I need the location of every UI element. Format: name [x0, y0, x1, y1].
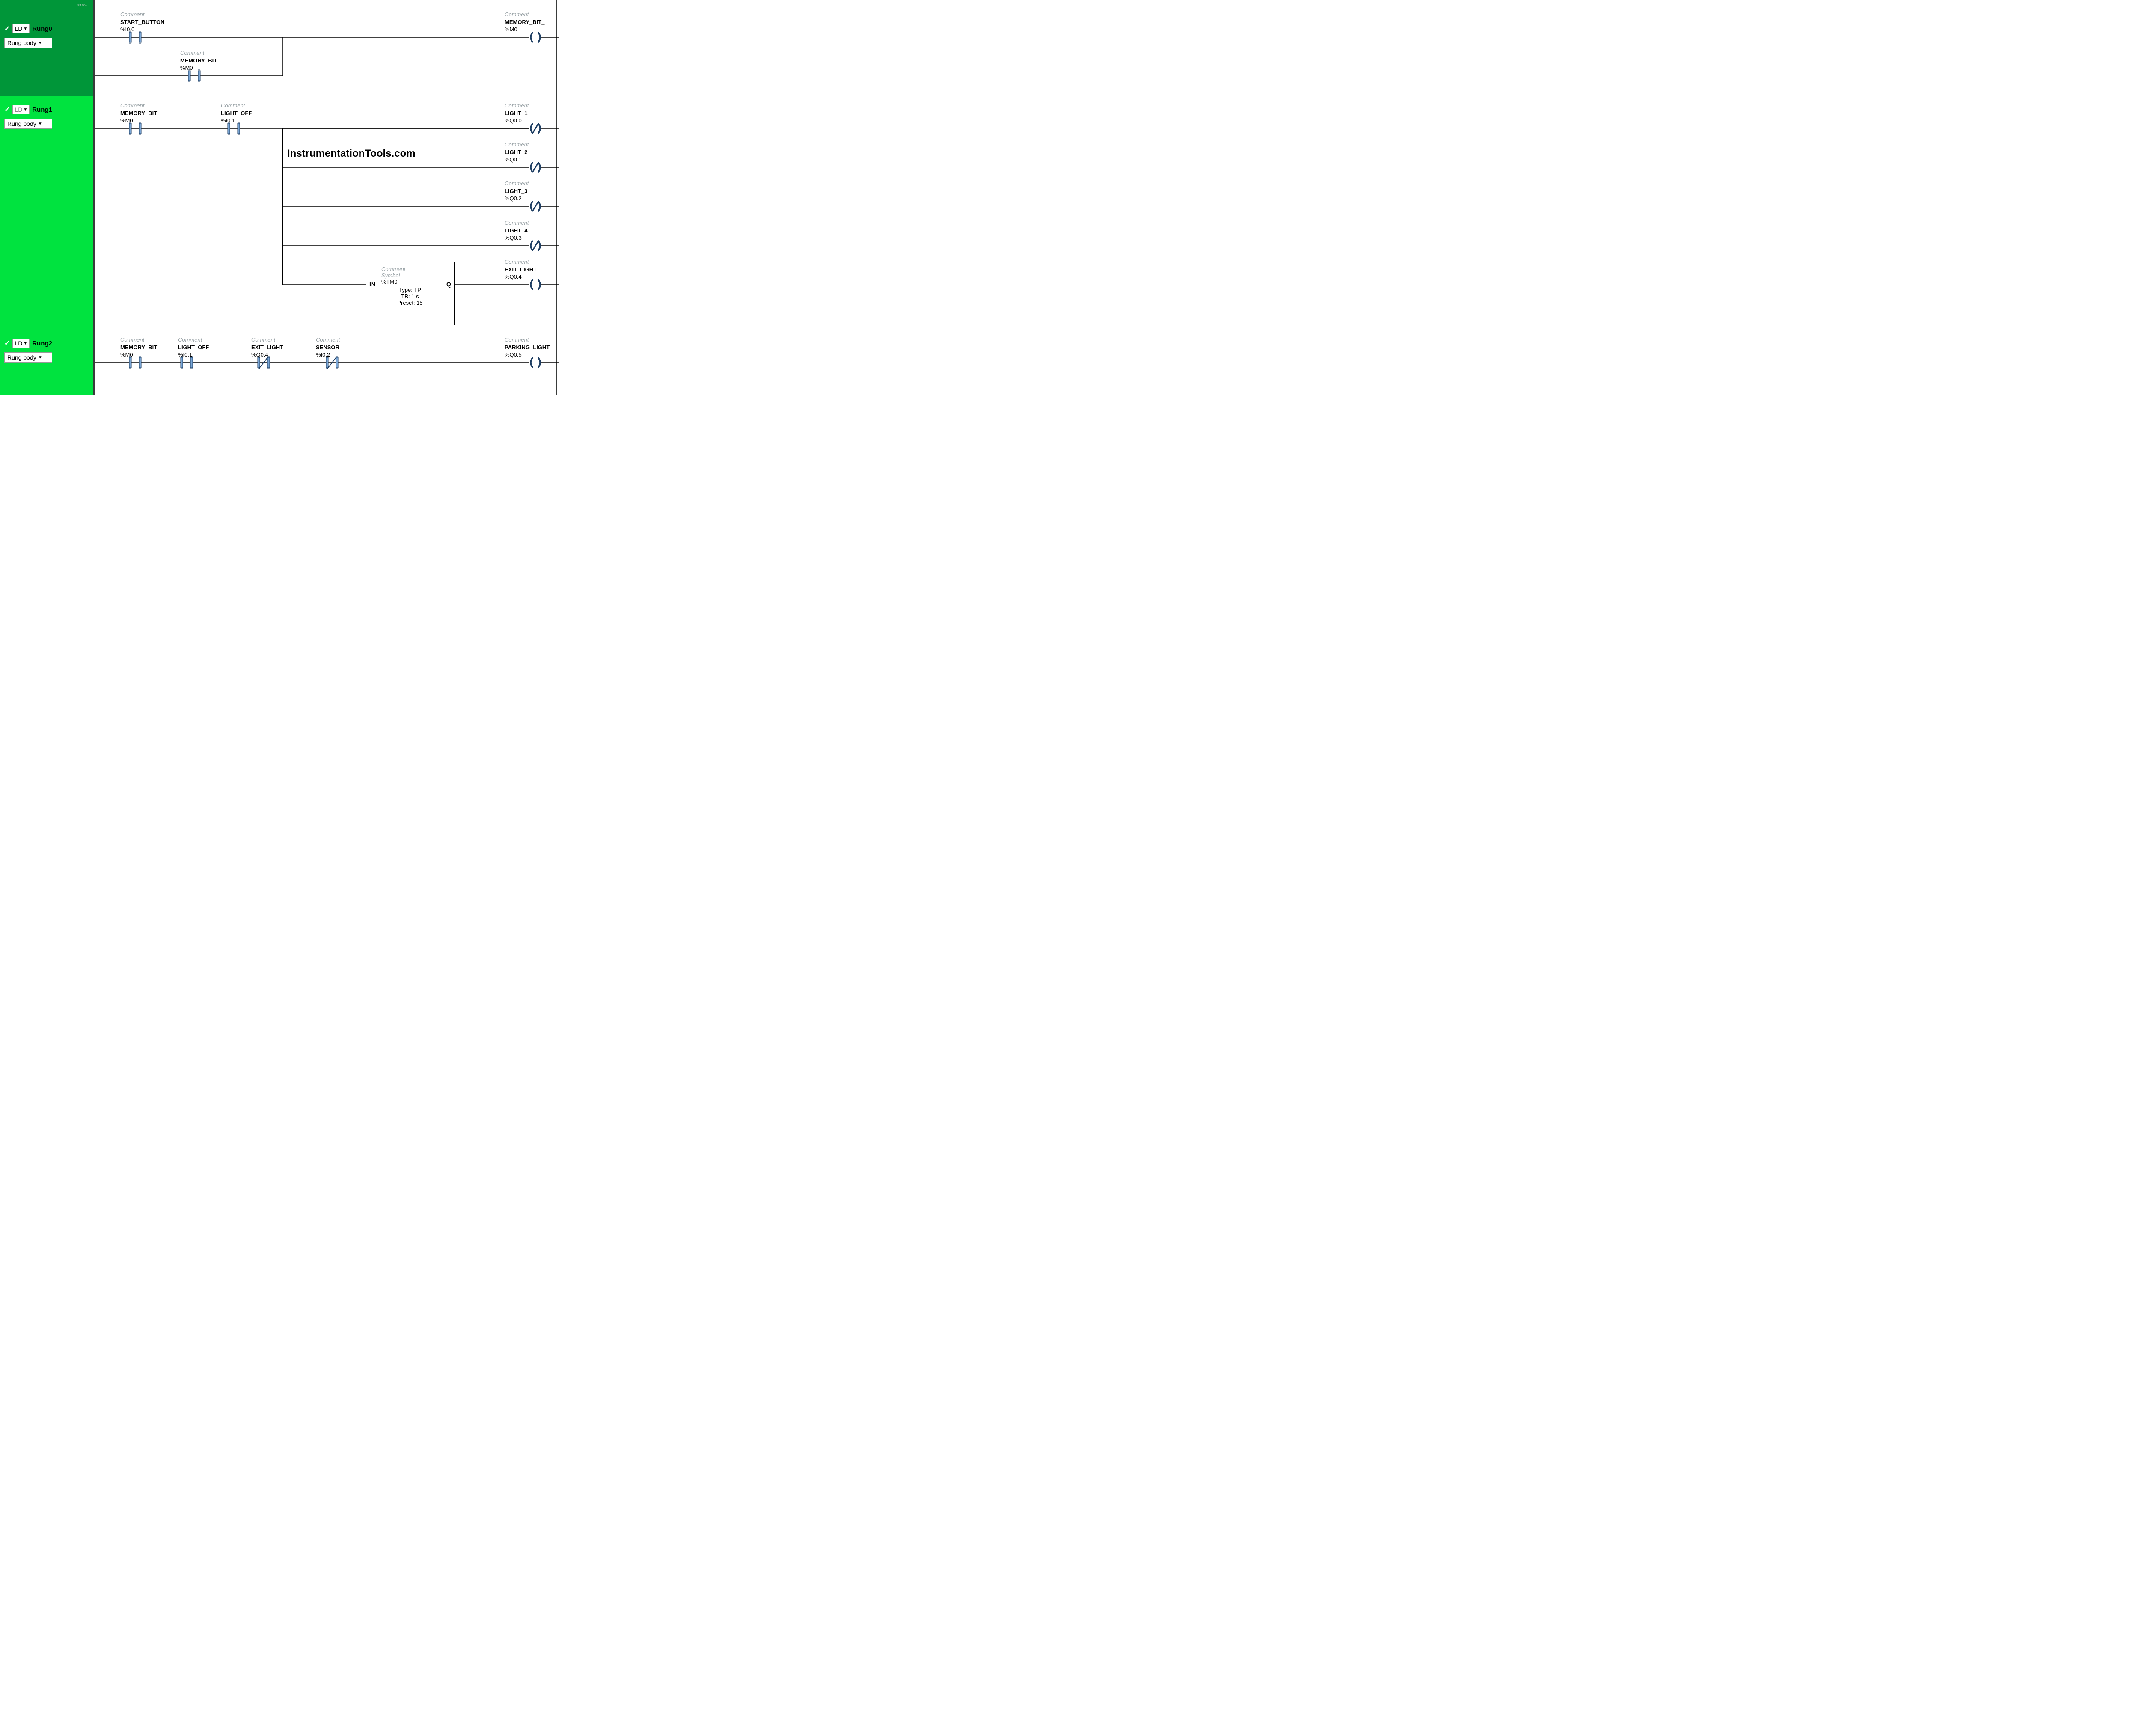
rung-body-select[interactable]: Rung body ▼ [4, 119, 52, 129]
ld-type-select[interactable]: LD ▼ [12, 24, 30, 33]
timer-block[interactable]: IN Q Comment Symbol %TM0 Type: TP TB: 1 … [366, 262, 455, 325]
ld-type-select[interactable]: LD ▼ [12, 105, 30, 114]
chevron-down-icon: ▼ [23, 341, 27, 346]
rung-body-select[interactable]: Rung body ▼ [4, 38, 52, 48]
rung-name: Rung0 [32, 25, 52, 33]
check-icon: ✓ [4, 105, 10, 114]
contact-label: CommentMEMORY_BIT_%M0 [120, 102, 160, 125]
timer-out-pin: Q [446, 281, 451, 288]
rung-name: Rung1 [32, 106, 52, 113]
rung-header-rung0[interactable]: ✓ LD ▼ Rung0 Rung body ▼ [0, 0, 93, 96]
timer-row: Preset: 15 [366, 300, 454, 306]
ld-type-label: LD [15, 106, 22, 113]
timer-address: %TM0 [381, 279, 449, 285]
contact-label: CommentMEMORY_BIT_%M0 [180, 49, 220, 72]
ld-type-select[interactable]: LD ▼ [12, 339, 30, 348]
rung-body-label: Rung body [7, 39, 36, 46]
coil-label: CommentLIGHT_1%Q0.0 [505, 102, 529, 125]
ld-type-label: LD [15, 340, 22, 347]
check-icon: ✓ [4, 339, 10, 348]
sidebar: test hide ✓ LD ▼ Rung0 Rung body ▼ ✓ LD … [0, 0, 93, 395]
contact-label: CommentSENSOR%I0.2 [316, 336, 340, 359]
coil-label: CommentMEMORY_BIT_%M0 [505, 11, 544, 33]
coil-label: CommentLIGHT_4%Q0.3 [505, 219, 529, 242]
ld-type-label: LD [15, 25, 22, 32]
ladder-canvas: InstrumentationTools.com IN Q Comment Sy… [93, 0, 557, 395]
rung-header-rung2[interactable]: ✓ LD ▼ Rung2 Rung body ▼ [0, 330, 93, 395]
chevron-down-icon: ▼ [23, 107, 27, 112]
contact-label: CommentLIGHT_OFF%I0.1 [221, 102, 252, 125]
check-icon: ✓ [4, 24, 10, 33]
timer-symbol: Symbol [381, 272, 449, 279]
rung-body-select[interactable]: Rung body ▼ [4, 352, 52, 363]
timer-row: Type: TP [366, 287, 454, 293]
contact-label: CommentLIGHT_OFF%I0.1 [178, 336, 209, 359]
chevron-down-icon: ▼ [38, 122, 42, 126]
timer-in-pin: IN [369, 281, 375, 288]
coil-label: CommentLIGHT_2%Q0.1 [505, 141, 529, 163]
chevron-down-icon: ▼ [23, 27, 27, 31]
timer-comment: Comment [381, 266, 449, 272]
coil-label: CommentEXIT_LIGHT%Q0.4 [505, 258, 537, 281]
contact-label: CommentEXIT_LIGHT%Q0.4 [251, 336, 283, 359]
chevron-down-icon: ▼ [38, 355, 42, 360]
rung-name: Rung2 [32, 340, 52, 347]
rung-body-label: Rung body [7, 354, 36, 361]
watermark-text: InstrumentationTools.com [287, 148, 416, 160]
rung-body-label: Rung body [7, 120, 36, 127]
coil-label: CommentLIGHT_3%Q0.2 [505, 180, 529, 202]
timer-row: TB: 1 s [366, 293, 454, 300]
contact-label: CommentSTART_BUTTON%I0.0 [120, 11, 165, 33]
contact-label: CommentMEMORY_BIT_%M0 [120, 336, 160, 359]
tiny-hint: test hide [77, 4, 87, 7]
rung-header-rung1[interactable]: ✓ LD ▼ Rung1 Rung body ▼ [0, 96, 93, 330]
chevron-down-icon: ▼ [38, 41, 42, 45]
coil-label: CommentPARKING_LIGHT%Q0.5 [505, 336, 550, 359]
